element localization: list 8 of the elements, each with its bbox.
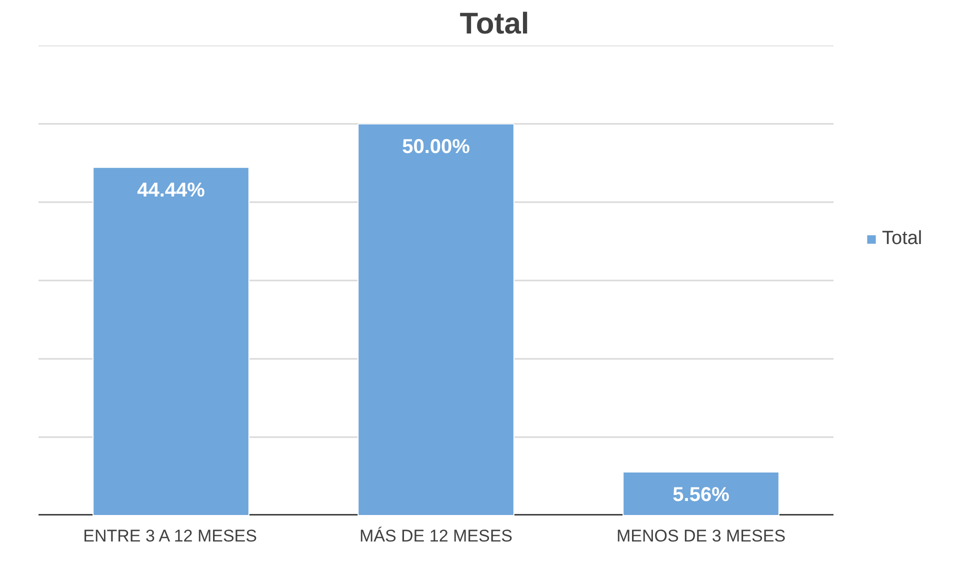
data-label: 5.56% — [672, 484, 730, 506]
x-tick-label: ENTRE 3 A 12 MESES — [83, 526, 257, 546]
data-label: 44.44% — [137, 179, 206, 202]
x-tick-label: MÁS DE 12 MESES — [359, 526, 513, 546]
legend-label: Total — [882, 228, 922, 250]
x-tick-label: MENOS DE 3 MESES — [616, 526, 786, 546]
chart-title: Total — [460, 8, 530, 40]
data-label: 50.00% — [402, 136, 470, 158]
